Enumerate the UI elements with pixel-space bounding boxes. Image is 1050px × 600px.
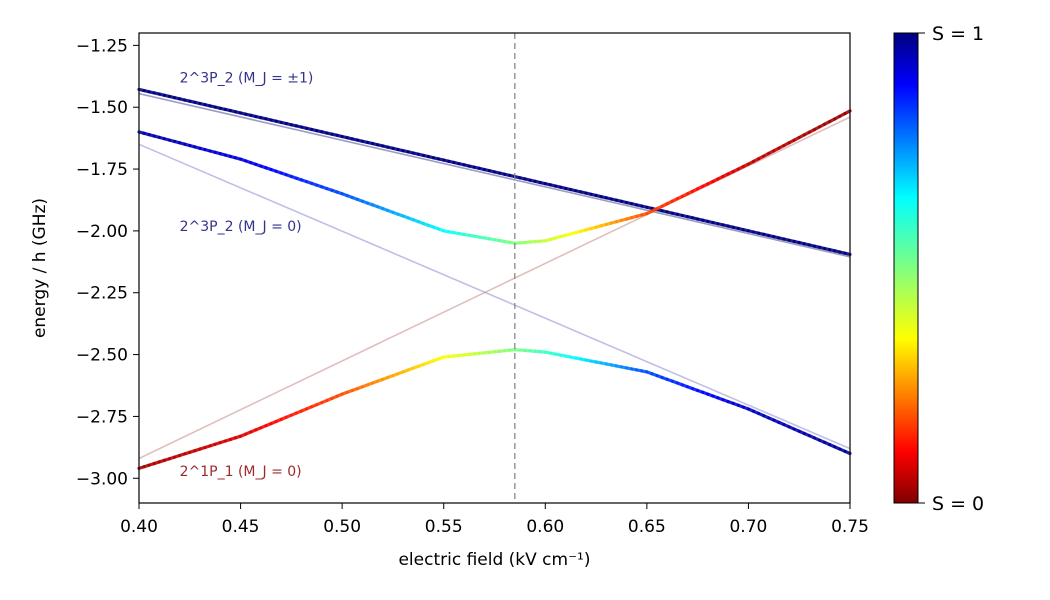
state-curve-3 bbox=[137, 348, 852, 470]
colorbar-bottom-label: S = 0 bbox=[932, 493, 984, 515]
x-tick-label: 0.60 bbox=[526, 517, 564, 537]
state-curve-2 bbox=[137, 109, 852, 245]
curve-segment bbox=[843, 449, 852, 456]
y-tick-label: −1.50 bbox=[76, 98, 128, 118]
curve-segment bbox=[843, 251, 852, 256]
y-tick-label: −2.75 bbox=[76, 407, 128, 427]
state-label-1: 2^3P_2 (M_J = ±1) bbox=[180, 71, 314, 87]
x-tick-label: 0.45 bbox=[222, 517, 260, 537]
x-tick-label: 0.50 bbox=[323, 517, 361, 537]
colorbar bbox=[893, 32, 919, 504]
y-tick-label: −2.25 bbox=[76, 284, 128, 304]
x-tick-label: 0.75 bbox=[831, 517, 869, 537]
x-tick-label: 0.65 bbox=[628, 517, 666, 537]
state-annotations: 2^3P_2 (M_J = ±1) 2^3P_2 (M_J = 0) 2^1P_1 … bbox=[180, 71, 314, 480]
y-tick-label: −3.00 bbox=[76, 469, 128, 489]
y-tick-label: −1.75 bbox=[76, 160, 128, 180]
state-curve-1 bbox=[137, 87, 852, 256]
y-axis: −1.25 −1.50 −1.75 −2.00 −2.25 −2.50 −2.75 −3.00 bbox=[76, 36, 139, 489]
faint-curves bbox=[138, 92, 851, 460]
y-axis-label: energy / h (GHz) bbox=[30, 198, 50, 338]
plot-area bbox=[138, 32, 851, 504]
x-tick-label: 0.55 bbox=[425, 517, 463, 537]
x-axis: 0.40 0.45 0.50 0.55 0.60 0.65 0.70 0.75 bbox=[120, 503, 869, 537]
state-label-2: 2^3P_2 (M_J = 0) bbox=[180, 219, 302, 235]
y-tick-label: −1.25 bbox=[76, 36, 128, 56]
faint-curve-1 bbox=[138, 92, 851, 258]
x-tick-label: 0.70 bbox=[729, 517, 767, 537]
y-tick-label: −2.00 bbox=[76, 222, 128, 242]
colorbar-top-label: S = 1 bbox=[932, 23, 984, 45]
state-label-3: 2^1P_1 (M_J = 0) bbox=[180, 464, 302, 480]
x-axis-label: electric field (kV cm⁻¹) bbox=[398, 550, 590, 570]
x-tick-label: 0.40 bbox=[120, 517, 158, 537]
curve-segment bbox=[843, 109, 852, 116]
state-curves bbox=[137, 87, 852, 470]
faint-curve-2 bbox=[138, 143, 851, 450]
y-tick-label: −2.50 bbox=[76, 346, 128, 366]
